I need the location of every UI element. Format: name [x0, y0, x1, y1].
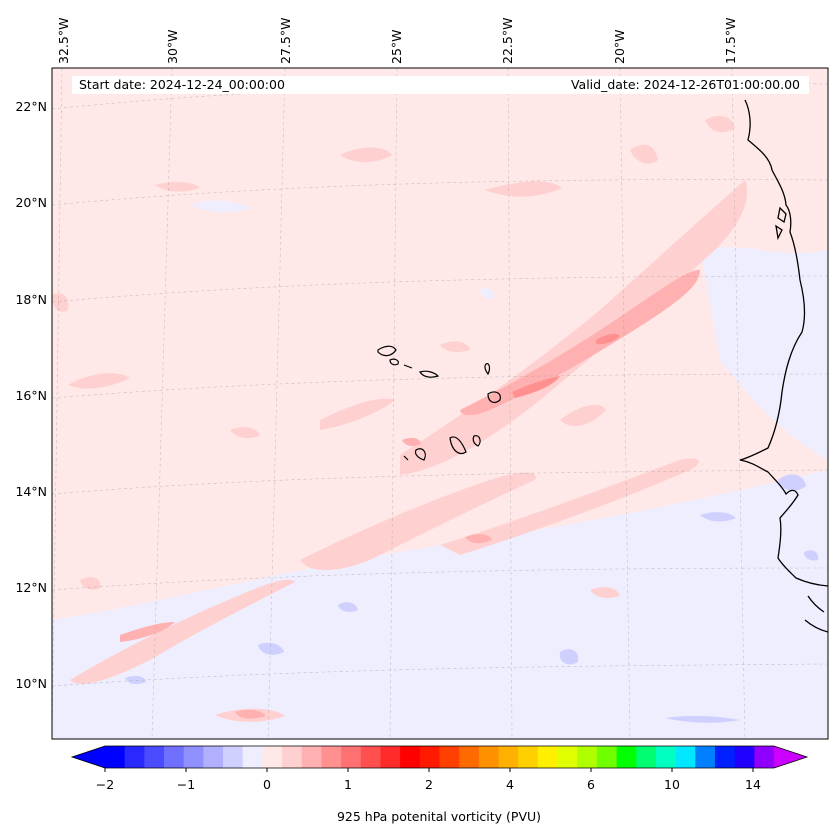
colorbar-tick-label: −1: [177, 777, 195, 792]
colorbar-swatch: [459, 746, 480, 768]
colorbar-swatch: [636, 746, 657, 768]
colorbar-swatch: [734, 746, 755, 768]
lat-label: 18°N: [15, 292, 47, 307]
colorbar-swatch: [419, 746, 440, 768]
cape-verde-islands: [377, 345, 501, 461]
colorbar-swatch: [478, 746, 500, 768]
colorbar-swatch: [400, 746, 421, 768]
colorbar-swatch: [380, 746, 401, 768]
colorbar-title: 925 hPa potenital vorticity (PVU): [337, 809, 541, 824]
colorbar-swatch: [164, 746, 185, 768]
colorbar-swatch: [596, 746, 618, 768]
colorbar-swatch: [518, 746, 539, 768]
colorbar-swatch: [321, 746, 342, 768]
colorbar-tick-label: 2: [425, 777, 433, 792]
colorbar-swatch: [262, 746, 283, 768]
colorbar-swatch: [616, 746, 637, 768]
map-area: [52, 68, 828, 739]
colorbar-swatch: [537, 746, 559, 768]
colorbar-swatch: [577, 746, 598, 768]
lon-label: 25°W: [389, 29, 404, 64]
colorbar-swatch: [557, 746, 578, 768]
colorbar-swatch: [242, 746, 263, 768]
colorbar-tick-label: 4: [506, 777, 514, 792]
lat-label: 12°N: [15, 580, 47, 595]
valid-date-label: Valid_date: 2024-12-26T01:00:00.00: [570, 77, 800, 92]
colorbar: −2 −1 0 1 2 4 6 10 14 925 hPa potenital …: [70, 745, 809, 824]
colorbar-swatch: [439, 746, 460, 768]
colorbar-tick-label: 14: [745, 777, 761, 792]
pv-maximum: [512, 333, 620, 398]
negative-pv-patches: [125, 474, 819, 723]
lat-label: 10°N: [15, 676, 47, 691]
date-header-bar: Start date: 2024-12-24_00:00:00 Valid_da…: [72, 76, 809, 94]
colorbar-swatch: [203, 746, 224, 768]
colorbar-swatch: [183, 746, 204, 768]
lat-label: 14°N: [15, 484, 47, 499]
latitude-labels: 22°N 20°N 18°N 16°N 14°N 12°N 10°N: [15, 99, 47, 691]
colorbar-swatches: [105, 746, 775, 768]
colorbar-extend-max: [774, 746, 807, 768]
colorbar-swatch: [282, 746, 303, 768]
colorbar-tick-label: 1: [344, 777, 352, 792]
colorbar-tick-label: 0: [263, 777, 271, 792]
colorbar-ticks: [104, 768, 754, 772]
lon-label: 22.5°W: [500, 18, 515, 64]
colorbar-swatch: [144, 746, 165, 768]
colorbar-extend-min: [72, 746, 105, 768]
colorbar-swatch: [360, 746, 381, 768]
colorbar-swatch: [675, 746, 696, 768]
colorbar-tick-label: 10: [664, 777, 680, 792]
lat-label: 20°N: [15, 195, 47, 210]
lat-label: 22°N: [15, 99, 47, 114]
colorbar-swatch: [341, 746, 362, 768]
graticule: [52, 68, 828, 739]
low-pv-regions: [52, 200, 828, 739]
lon-label: 17.5°W: [723, 18, 738, 64]
colorbar-swatch: [714, 746, 736, 768]
lon-label: 27.5°W: [278, 18, 293, 64]
colorbar-swatch: [124, 746, 145, 768]
longitude-labels: 32.5°W 30°W 27.5°W 25°W 22.5°W 20°W 17.5…: [56, 18, 738, 64]
lon-label: 32.5°W: [56, 18, 71, 64]
colorbar-swatch: [301, 746, 322, 768]
colorbar-swatch: [695, 746, 716, 768]
colorbar-swatch: [223, 746, 244, 768]
pv-core: [120, 269, 700, 719]
start-date-label: Start date: 2024-12-24_00:00:00: [79, 77, 285, 92]
colorbar-tick-label: −2: [96, 777, 114, 792]
lon-label: 30°W: [165, 29, 180, 64]
lat-label: 16°N: [15, 388, 47, 403]
colorbar-swatch: [754, 746, 775, 768]
colorbar-swatch: [498, 746, 519, 768]
colorbar-swatch: [655, 746, 677, 768]
colorbar-tick-label: 6: [587, 777, 595, 792]
lon-label: 20°W: [612, 29, 627, 64]
colorbar-swatch: [105, 746, 126, 768]
coastline: [739, 99, 828, 633]
map-frame: [51, 67, 829, 740]
